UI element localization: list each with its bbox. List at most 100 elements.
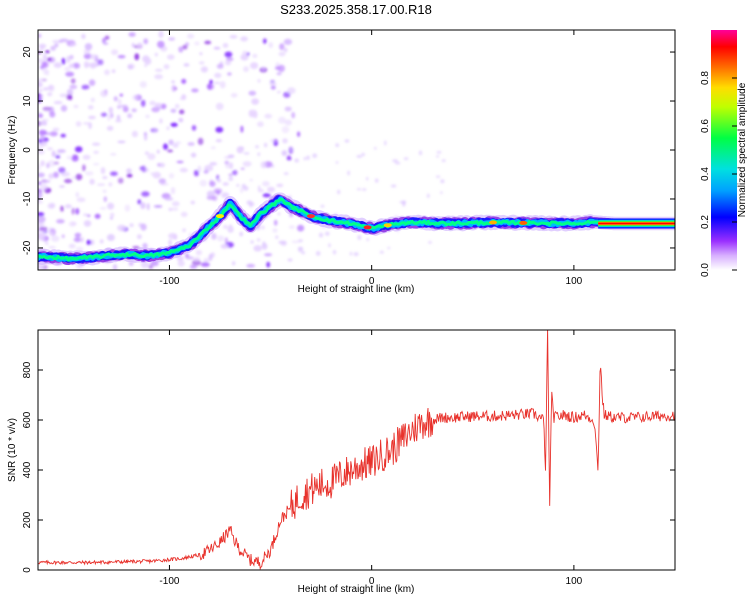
noise-blob bbox=[119, 93, 124, 97]
noise-blob bbox=[209, 162, 218, 166]
noise-blob bbox=[158, 30, 164, 38]
figure-title: S233.2025.358.17.00.R18 bbox=[280, 2, 432, 17]
noise-blob bbox=[183, 63, 190, 67]
noise-blob bbox=[246, 263, 256, 268]
noise-blob bbox=[38, 264, 44, 270]
noise-blob bbox=[47, 203, 55, 209]
noise-blob bbox=[82, 164, 86, 172]
noise-blob bbox=[83, 49, 91, 55]
noise-blob bbox=[204, 40, 212, 45]
noise-blob bbox=[48, 246, 56, 249]
noise-blob bbox=[89, 178, 95, 185]
noise-blob bbox=[418, 150, 423, 156]
noise-blob bbox=[87, 214, 91, 217]
noise-blob bbox=[294, 158, 300, 163]
noise-blob bbox=[335, 161, 339, 164]
noise-blob bbox=[80, 237, 84, 243]
noise-blob bbox=[57, 149, 66, 153]
noise-blob bbox=[81, 84, 90, 90]
noise-blob bbox=[249, 178, 253, 182]
noise-blob bbox=[366, 176, 369, 181]
noise-blob bbox=[353, 252, 359, 257]
noise-blob bbox=[373, 147, 377, 150]
colorbar-tick-label: 0.2 bbox=[700, 215, 711, 229]
noise-blob bbox=[171, 201, 180, 207]
noise-blob bbox=[140, 202, 146, 210]
noise-blob bbox=[240, 167, 245, 170]
noise-blob bbox=[59, 93, 68, 98]
noise-blob bbox=[51, 150, 56, 158]
tail-band bbox=[598, 222, 675, 225]
noise-blob bbox=[170, 108, 177, 113]
noise-blob bbox=[154, 52, 158, 57]
noise-blob bbox=[228, 176, 234, 182]
noise-blob bbox=[51, 235, 60, 242]
noise-blob bbox=[49, 131, 58, 137]
noise-blob bbox=[83, 213, 88, 217]
y-tick-label: 400 bbox=[22, 461, 33, 478]
noise-blob bbox=[144, 151, 150, 156]
noise-blob bbox=[168, 207, 173, 212]
noise-blob bbox=[39, 133, 45, 141]
noise-blob bbox=[85, 171, 94, 176]
noise-blob bbox=[108, 106, 114, 114]
x-tick-label: 0 bbox=[369, 576, 375, 587]
noise-blob bbox=[194, 41, 200, 46]
snr-y-axis: 0 200 400 600 800 bbox=[22, 361, 675, 573]
noise-blob bbox=[48, 85, 54, 90]
noise-blob bbox=[390, 184, 397, 188]
noise-blob bbox=[171, 207, 179, 211]
noise-blob bbox=[43, 53, 47, 61]
noise-blob bbox=[154, 74, 164, 80]
noise-blob bbox=[320, 204, 325, 208]
noise-blob bbox=[53, 100, 63, 105]
ridge-hotspot bbox=[307, 214, 315, 219]
noise-blob bbox=[277, 90, 281, 94]
noise-blob bbox=[262, 38, 267, 44]
noise-blob bbox=[176, 160, 184, 164]
noise-blob bbox=[243, 186, 249, 191]
noise-blob bbox=[349, 251, 353, 256]
noise-blob bbox=[337, 189, 341, 195]
noise-blob bbox=[158, 162, 165, 168]
noise-blob bbox=[38, 164, 41, 172]
noise-blob bbox=[93, 163, 100, 166]
noise-blob bbox=[131, 130, 138, 138]
noise-blob bbox=[69, 54, 74, 60]
noise-blob bbox=[403, 157, 409, 161]
noise-blob bbox=[219, 81, 226, 89]
noise-blob bbox=[167, 54, 175, 60]
noise-blob bbox=[154, 205, 163, 208]
noise-blob bbox=[40, 183, 48, 191]
ridge-hotspot bbox=[489, 220, 497, 225]
noise-blob bbox=[137, 199, 142, 205]
noise-blob bbox=[129, 223, 134, 228]
colorbar-label: Normalized spectral amplitude bbox=[737, 82, 748, 217]
noise-blob bbox=[49, 232, 54, 236]
noise-blob bbox=[278, 51, 286, 57]
noise-blob bbox=[222, 182, 229, 186]
noise-blob bbox=[227, 72, 232, 76]
snr-series-line bbox=[38, 330, 675, 570]
noise-blob bbox=[100, 90, 108, 98]
noise-blob bbox=[284, 106, 292, 112]
noise-blob bbox=[264, 113, 273, 119]
noise-blob bbox=[75, 191, 80, 198]
noise-blob bbox=[38, 78, 46, 82]
y-tick-label: 200 bbox=[22, 511, 33, 528]
noise-blob bbox=[90, 62, 97, 69]
noise-blob bbox=[193, 169, 199, 177]
noise-blob bbox=[132, 94, 140, 101]
noise-blob bbox=[45, 50, 50, 54]
snr-y-label: SNR (10 * v/v) bbox=[7, 418, 18, 482]
noise-blob bbox=[38, 33, 42, 38]
noise-blob bbox=[287, 258, 293, 262]
noise-blob bbox=[154, 129, 158, 133]
spectrogram-y-axis: -20 -10 0 10 20 bbox=[22, 46, 675, 255]
noise-blob bbox=[250, 62, 259, 70]
noise-blob bbox=[86, 239, 92, 245]
noise-blob bbox=[66, 88, 74, 96]
noise-blob bbox=[168, 173, 175, 179]
noise-blob bbox=[260, 161, 267, 169]
noise-blob bbox=[136, 234, 142, 240]
